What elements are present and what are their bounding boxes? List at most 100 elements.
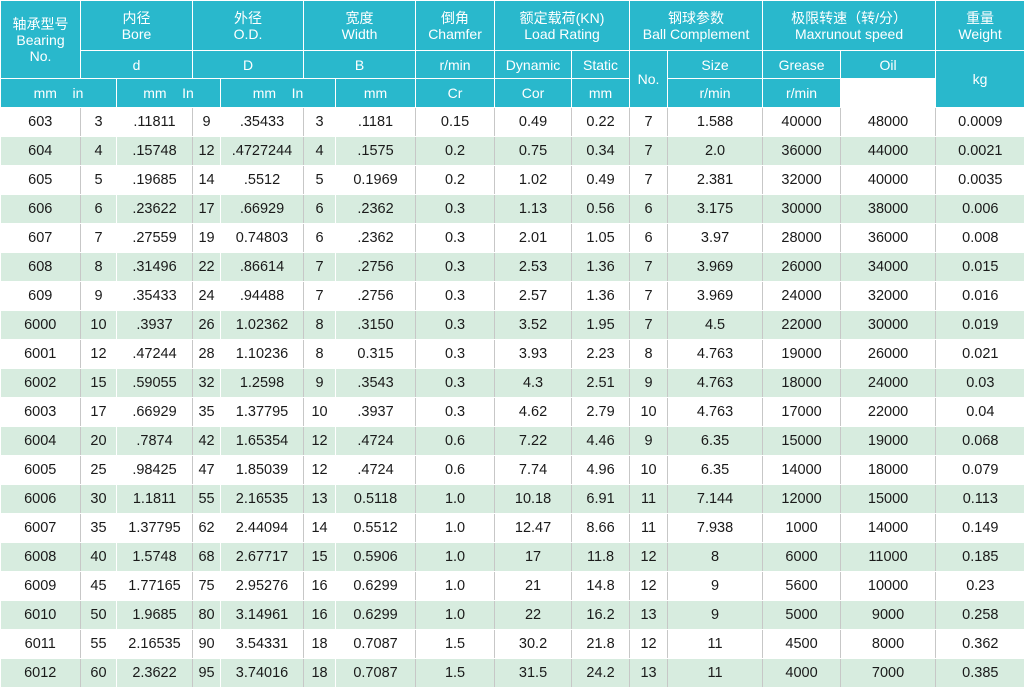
cell-bore-mm: 40 [81, 543, 117, 572]
cell-width-in: 0.6299 [336, 572, 416, 601]
header-static-unit: Cor [495, 79, 572, 108]
cell-bearing-no: 603 [1, 108, 81, 137]
cell-chamfer: 1.0 [416, 601, 495, 630]
cell-bore-in: .23622 [117, 195, 193, 224]
cell-bearing-no: 609 [1, 282, 81, 311]
cell-oil-speed: 24000 [841, 369, 936, 398]
cell-weight: 0.258 [936, 601, 1024, 630]
cell-weight: 0.0021 [936, 137, 1024, 166]
cell-od-in: .4727244 [221, 137, 304, 166]
cell-bearing-no: 6000 [1, 311, 81, 340]
cell-ball-no: 13 [630, 601, 668, 630]
cell-od-mm: 62 [193, 514, 221, 543]
cell-od-mm: 22 [193, 253, 221, 282]
cell-bore-mm: 60 [81, 659, 117, 688]
cell-chamfer: 1.5 [416, 659, 495, 688]
cell-chamfer: 0.2 [416, 166, 495, 195]
cell-oil-speed: 8000 [841, 630, 936, 659]
cell-bore-mm: 10 [81, 311, 117, 340]
cell-dynamic-cr: 1.02 [495, 166, 572, 195]
cell-bearing-no: 608 [1, 253, 81, 282]
cell-grease-speed: 28000 [763, 224, 841, 253]
cell-ball-no: 7 [630, 282, 668, 311]
header-od: 外径 O.D. [193, 1, 304, 51]
cell-width-in: 0.1969 [336, 166, 416, 195]
cell-width-in: 0.5906 [336, 543, 416, 572]
cell-od-in: 3.74016 [221, 659, 304, 688]
cell-weight: 0.0035 [936, 166, 1024, 195]
cell-bore-mm: 4 [81, 137, 117, 166]
cell-ball-size: 9 [668, 601, 763, 630]
cell-od-in: 0.74803 [221, 224, 304, 253]
cell-bore-mm: 35 [81, 514, 117, 543]
cell-od-mm: 68 [193, 543, 221, 572]
cell-weight: 0.362 [936, 630, 1024, 659]
cell-width-mm: 6 [304, 224, 336, 253]
cell-weight: 0.008 [936, 224, 1024, 253]
cell-width-mm: 10 [304, 398, 336, 427]
header-dynamic: Dynamic [495, 51, 572, 79]
cell-bore-mm: 25 [81, 456, 117, 485]
cell-width-mm: 12 [304, 427, 336, 456]
cell-width-mm: 18 [304, 659, 336, 688]
cell-static-cor: 0.34 [572, 137, 630, 166]
cell-ball-size: 6.35 [668, 456, 763, 485]
cell-oil-speed: 11000 [841, 543, 936, 572]
cell-oil-speed: 40000 [841, 166, 936, 195]
cell-bore-in: 1.1811 [117, 485, 193, 514]
cell-grease-speed: 26000 [763, 253, 841, 282]
cell-chamfer: 1.0 [416, 572, 495, 601]
cell-ball-size: 6.35 [668, 427, 763, 456]
cell-grease-speed: 1000 [763, 514, 841, 543]
cell-static-cor: 0.56 [572, 195, 630, 224]
cell-od-mm: 42 [193, 427, 221, 456]
cell-dynamic-cr: 31.5 [495, 659, 572, 688]
header-oil-unit: r/min [763, 79, 841, 108]
cell-weight: 0.006 [936, 195, 1024, 224]
cell-bearing-no: 6003 [1, 398, 81, 427]
cell-oil-speed: 44000 [841, 137, 936, 166]
cell-ball-no: 12 [630, 630, 668, 659]
cell-bore-in: .11811 [117, 108, 193, 137]
header-ball-complement: 钢球参数 Ball Complement [630, 1, 763, 51]
cell-od-in: 1.85039 [221, 456, 304, 485]
cell-bore-mm: 45 [81, 572, 117, 601]
cell-dynamic-cr: 0.49 [495, 108, 572, 137]
cell-width-mm: 9 [304, 369, 336, 398]
cell-od-in: 3.14961 [221, 601, 304, 630]
cell-od-mm: 24 [193, 282, 221, 311]
cell-bore-in: 2.16535 [117, 630, 193, 659]
cell-grease-speed: 5600 [763, 572, 841, 601]
cell-od-mm: 47 [193, 456, 221, 485]
cell-chamfer: 1.0 [416, 543, 495, 572]
cell-bore-in: .35433 [117, 282, 193, 311]
cell-bearing-no: 6004 [1, 427, 81, 456]
cell-ball-size: 2.381 [668, 166, 763, 195]
cell-weight: 0.0009 [936, 108, 1024, 137]
cell-bore-mm: 17 [81, 398, 117, 427]
cell-bearing-no: 6001 [1, 340, 81, 369]
header-ball-size: Size [668, 51, 763, 79]
cell-ball-no: 10 [630, 398, 668, 427]
cell-chamfer: 0.3 [416, 195, 495, 224]
cell-static-cor: 16.2 [572, 601, 630, 630]
cell-bore-in: 1.77165 [117, 572, 193, 601]
cell-chamfer: 0.2 [416, 137, 495, 166]
cell-od-in: 1.2598 [221, 369, 304, 398]
cell-ball-no: 7 [630, 166, 668, 195]
cell-bore-mm: 55 [81, 630, 117, 659]
cell-weight: 0.021 [936, 340, 1024, 369]
cell-od-mm: 12 [193, 137, 221, 166]
cell-grease-speed: 18000 [763, 369, 841, 398]
cell-ball-no: 7 [630, 108, 668, 137]
cell-weight: 0.149 [936, 514, 1024, 543]
cell-bearing-no: 604 [1, 137, 81, 166]
cell-width-mm: 7 [304, 282, 336, 311]
